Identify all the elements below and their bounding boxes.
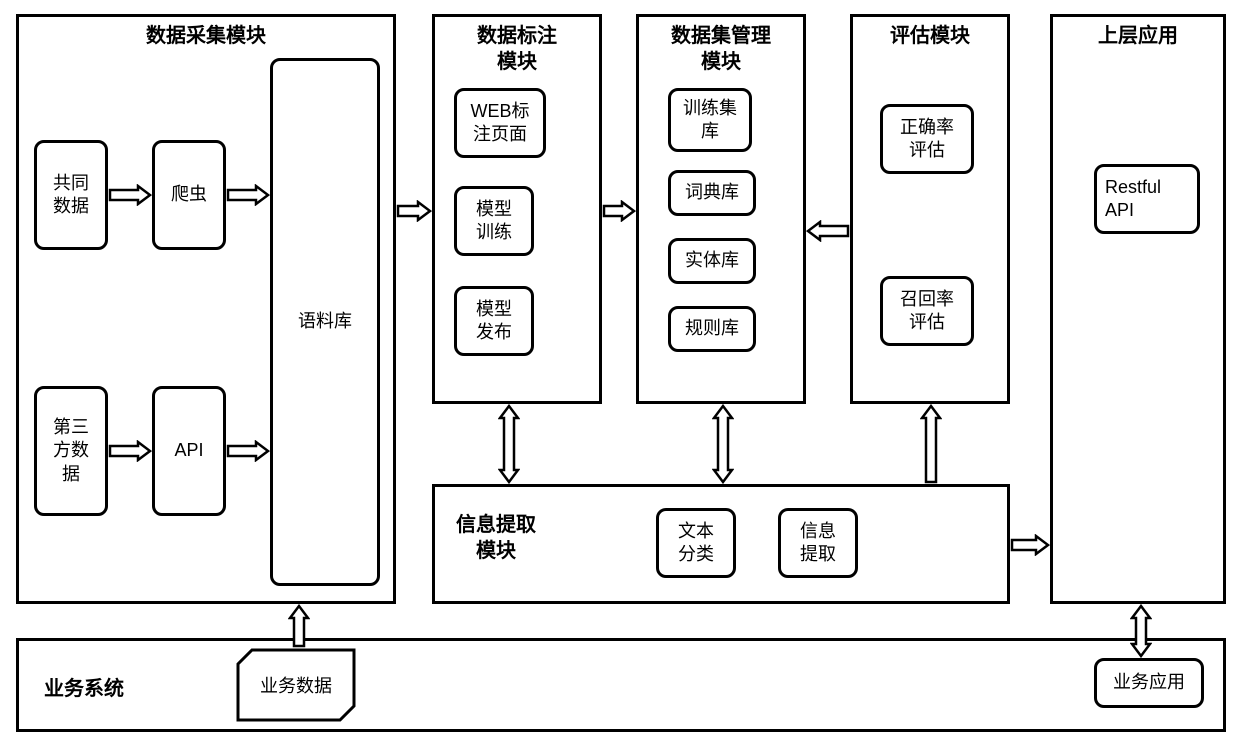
node-biz-app: 业务应用 [1094, 658, 1204, 708]
node-corpus: 语料库 [270, 58, 380, 586]
node-biz-data: 业务数据 [236, 648, 356, 722]
arrow-upper-to-bizapp [1130, 604, 1152, 658]
node-info-ext: 信息 提取 [778, 508, 858, 578]
node-precision: 正确率 评估 [880, 104, 974, 174]
module-extract-title: 信息提取 模块 [456, 512, 536, 564]
arrow-extract-to-upper [1010, 534, 1050, 556]
arrow-extract-annotate [498, 404, 520, 484]
node-entity: 实体库 [668, 238, 756, 284]
module-biz [16, 638, 1226, 732]
node-restful: Restful API [1094, 164, 1200, 234]
arrow-api-to-corpus [226, 440, 270, 462]
arrow-extract-dataset [712, 404, 734, 484]
node-crawler: 爬虫 [152, 140, 226, 250]
module-upper-title: 上层应用 [1053, 17, 1223, 55]
node-api: API [152, 386, 226, 516]
module-annotate-title: 数据标注 模块 [435, 17, 599, 81]
arrow-annotate-to-dataset [602, 200, 636, 222]
module-upper: 上层应用 [1050, 14, 1226, 604]
arrow-common-to-crawler [108, 184, 152, 206]
arrow-third-to-api [108, 440, 152, 462]
arrow-collect-to-annotate [396, 200, 432, 222]
node-biz-data-label: 业务数据 [236, 648, 356, 722]
module-evaluate-title: 评估模块 [853, 17, 1007, 55]
module-dataset-title: 数据集管理 模块 [639, 17, 803, 81]
node-dict: 词典库 [668, 170, 756, 216]
node-rule: 规则库 [668, 306, 756, 352]
node-third-party: 第三 方数 据 [34, 386, 108, 516]
arrow-evaluate-to-dataset [806, 220, 850, 242]
node-model-pub: 模型 发布 [454, 286, 534, 356]
module-biz-title: 业务系统 [44, 672, 124, 701]
node-text-class: 文本 分类 [656, 508, 736, 578]
node-common-data: 共同 数据 [34, 140, 108, 250]
node-recall: 召回率 评估 [880, 276, 974, 346]
module-collect-title: 数据采集模块 [19, 17, 393, 55]
arrow-bizdata-to-corpus [288, 604, 310, 648]
arrow-crawler-to-corpus [226, 184, 270, 206]
node-model-train: 模型 训练 [454, 186, 534, 256]
node-web-annot: WEB标 注页面 [454, 88, 546, 158]
node-train-set: 训练集 库 [668, 88, 752, 152]
arrow-extract-evaluate [920, 404, 942, 484]
